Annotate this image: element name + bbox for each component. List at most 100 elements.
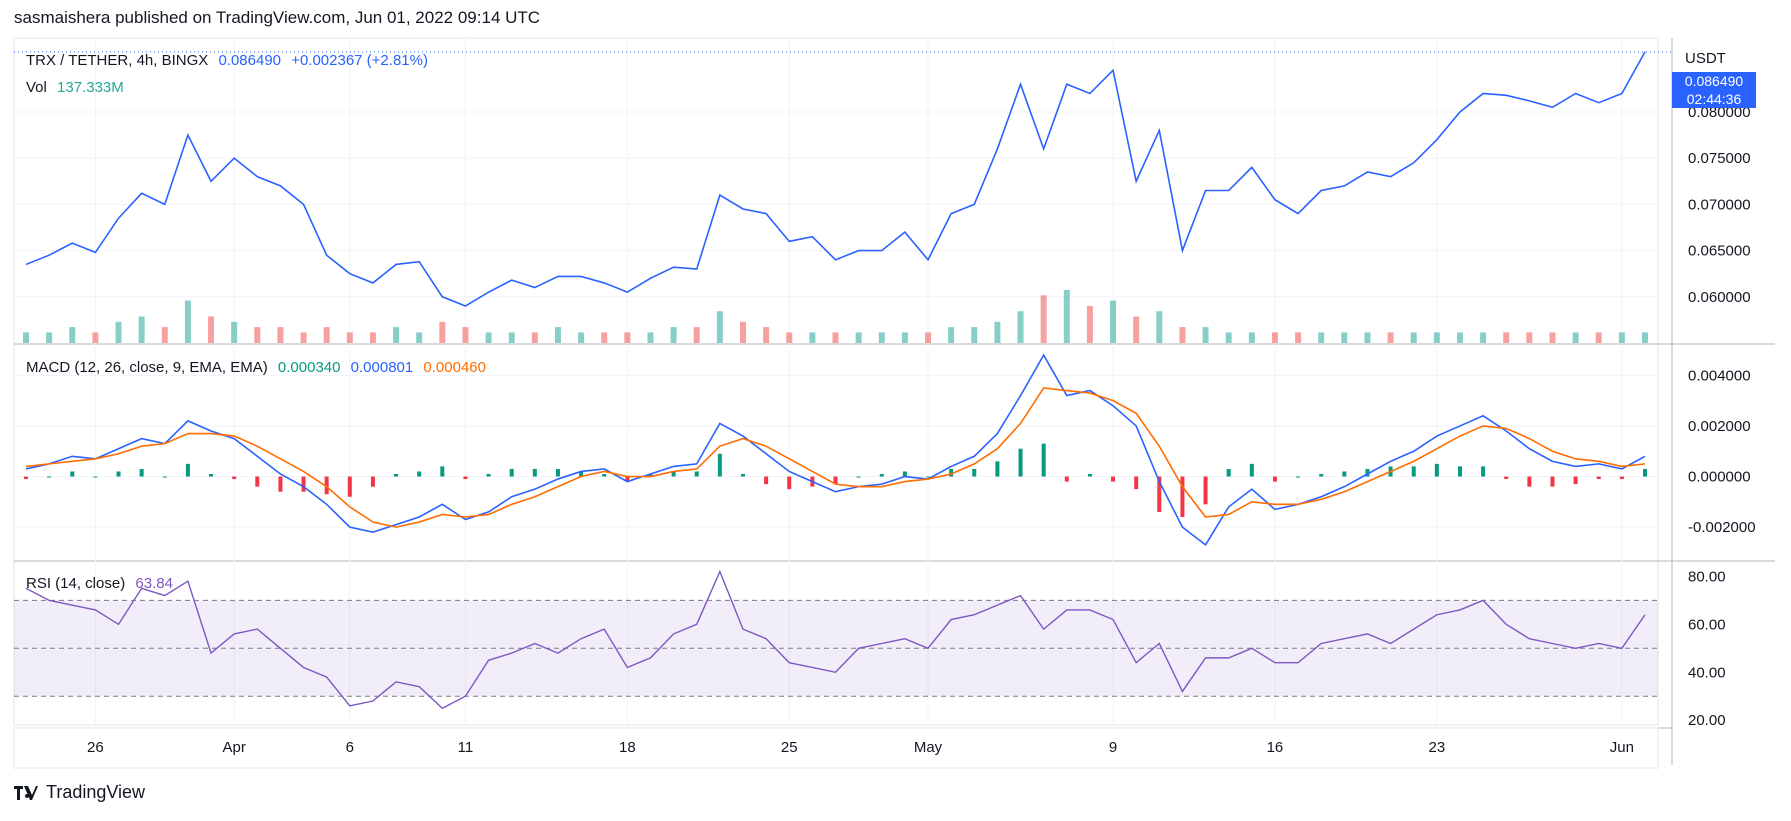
brand-name: TradingView — [46, 782, 146, 802]
axes: 26 Apr 6 11 18 25 May 9 16 23 Jun 0.060000 0.065000 0… — [13, 38, 1756, 769]
volume-bar — [46, 332, 53, 343]
volume-bar — [1410, 332, 1417, 343]
volume-bar — [901, 332, 908, 343]
macd-histogram-bar — [1573, 476, 1578, 485]
macd-tick-label: 0.000000 — [1688, 469, 1751, 486]
macd-histogram-bar — [70, 471, 75, 477]
volume-bar — [1271, 332, 1278, 343]
macd-histogram-bar — [1111, 476, 1116, 482]
volume-bar — [369, 332, 376, 343]
volume-bar — [138, 316, 145, 343]
bar-countdown: 02:44:36 — [1672, 90, 1756, 108]
x-tick-label: 16 — [1267, 739, 1284, 756]
volume-bar — [1433, 332, 1440, 343]
volume-bar — [647, 332, 654, 343]
macd-tick-label: -0.002000 — [1688, 519, 1756, 536]
rsi-tick-label: 40.00 — [1688, 664, 1726, 681]
macd-histogram-bar — [1134, 476, 1139, 490]
volume-bar — [1248, 332, 1255, 343]
x-tick-label: Apr — [222, 739, 245, 756]
volume-bar — [786, 332, 793, 343]
volume-bar — [531, 332, 538, 343]
publish-header: sasmaishera published on TradingView.com… — [14, 8, 541, 27]
macd-histogram-bar — [1319, 474, 1324, 477]
tradingview-logo[interactable]: TradingView — [14, 782, 145, 803]
volume-bar — [1503, 332, 1510, 343]
macd-histogram-bar — [139, 468, 144, 477]
macd-histogram-bar — [902, 471, 907, 477]
volume-bar — [231, 321, 238, 343]
volume-bar — [1063, 290, 1070, 343]
macd-histogram-bar — [1018, 448, 1023, 477]
macd-histogram-bar — [1411, 466, 1416, 477]
rsi-tick-label: 80.00 — [1688, 568, 1726, 585]
volume-bar — [508, 332, 515, 343]
volume-bar — [554, 327, 561, 343]
rsi-pane — [14, 569, 1658, 710]
macd-histogram-bar — [926, 476, 931, 478]
macd-histogram-bar — [1619, 476, 1624, 480]
volume-bar — [346, 332, 353, 343]
macd-histogram-bar — [555, 468, 560, 477]
macd-histogram-bar — [232, 476, 237, 480]
macd-histogram-bar — [1203, 476, 1208, 505]
volume-bar — [1133, 316, 1140, 343]
macd-histogram-bar — [740, 474, 745, 477]
volume-bar — [1595, 332, 1602, 343]
volume-bar — [624, 332, 631, 343]
volume-bar — [601, 332, 608, 343]
macd-histogram-bar — [93, 476, 98, 478]
macd-histogram-bar — [1365, 468, 1370, 477]
volume-bar — [578, 332, 585, 343]
volume-bar — [971, 327, 978, 343]
signal-line — [25, 387, 1646, 528]
volume-bar — [23, 332, 29, 343]
macd-histogram-bar — [532, 468, 537, 477]
macd-legend: MACD (12, 26, close, 9, EMA, EMA) 0.0003… — [26, 359, 492, 376]
volume-bar — [693, 327, 700, 343]
price-tick-label: 0.060000 — [1688, 289, 1751, 306]
volume-bar — [161, 327, 168, 343]
macd-histogram-bar — [717, 453, 722, 477]
volume-bar — [1318, 332, 1325, 343]
macd-histogram-bar — [879, 474, 884, 477]
volume-label: Vol — [26, 79, 47, 96]
x-tick-label: 9 — [1109, 739, 1117, 756]
macd-histogram-bar — [833, 476, 838, 485]
volume-bar — [1526, 332, 1533, 343]
macd-histogram-bar — [278, 476, 283, 492]
macd-line-value: 0.000801 — [350, 359, 414, 376]
volume-bar — [1086, 305, 1093, 343]
macd-histogram-bar — [440, 466, 445, 477]
price-line — [25, 51, 1646, 307]
price-tick-label: 0.080000 — [1688, 104, 1751, 121]
macd-tick-label: 0.002000 — [1688, 418, 1751, 435]
macd-signal-value: 0.000460 — [423, 359, 486, 376]
volume-bar — [1225, 332, 1232, 343]
rsi-line — [25, 569, 1646, 710]
x-tick-label: 25 — [781, 739, 798, 756]
macd-histogram-bar — [764, 476, 769, 485]
macd-histogram-bar — [694, 471, 699, 477]
volume-bar — [994, 321, 1001, 343]
volume-value: 137.333M — [57, 79, 124, 96]
volume-bar — [1549, 332, 1556, 343]
volume-bar — [948, 327, 955, 343]
price-tick-label: 0.065000 — [1688, 243, 1751, 260]
volume-bar — [1618, 332, 1625, 343]
volume-bar — [1364, 332, 1371, 343]
macd-histogram-bar — [1457, 466, 1462, 477]
macd-histogram-bar — [324, 476, 329, 495]
volume-bar — [184, 300, 191, 343]
volume-bars — [23, 290, 1648, 343]
volume-bar — [809, 332, 816, 343]
macd-histogram-bar — [486, 474, 491, 477]
x-tick-label: May — [914, 739, 943, 756]
macd-histogram-bar — [24, 476, 28, 480]
volume-bar — [208, 316, 215, 343]
macd-histogram-bar — [602, 474, 607, 477]
volume-bar — [439, 321, 446, 343]
macd-histogram-bar — [1180, 476, 1185, 517]
volume-bar — [1480, 332, 1487, 343]
